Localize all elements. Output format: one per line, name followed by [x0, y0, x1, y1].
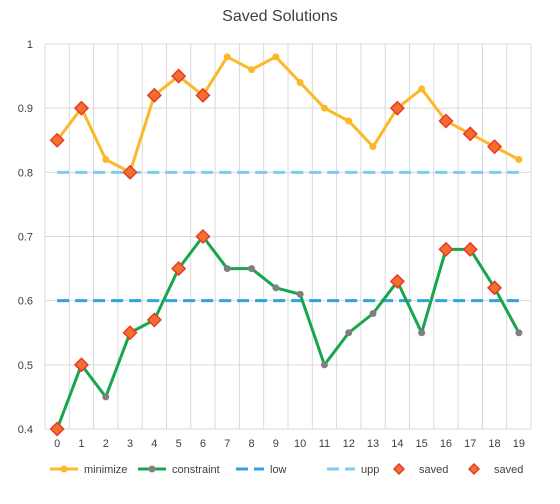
y-tick-label: 0.6 [18, 296, 33, 308]
x-tick-label: 11 [319, 438, 330, 450]
data-point-minimize [418, 85, 426, 93]
data-point-constraint [102, 393, 110, 401]
x-tick-label: 17 [464, 438, 476, 450]
saved-marker [462, 241, 478, 257]
data-point-constraint [223, 265, 231, 273]
series-layer [49, 53, 523, 437]
data-point-constraint [515, 329, 523, 337]
saved-marker [171, 68, 187, 84]
legend-swatch-marker [467, 462, 481, 476]
x-tick-label: 16 [440, 438, 452, 450]
y-tick-label: 1 [27, 39, 33, 51]
x-tick-label: 1 [78, 438, 84, 450]
data-point-constraint [418, 329, 426, 337]
data-point-constraint [320, 361, 328, 369]
data-point-minimize [248, 66, 256, 74]
x-tick-label: 19 [513, 438, 525, 450]
x-tick-label: 4 [151, 438, 157, 450]
x-tick-label: 18 [488, 438, 500, 450]
y-tick-label: 0.5 [18, 360, 33, 372]
y-tick-label: 0.7 [18, 232, 33, 244]
data-point-minimize [223, 53, 231, 61]
legend-swatch-marker [148, 465, 156, 473]
legend-item-low: low [236, 464, 287, 476]
y-tick-label: 0.9 [18, 103, 33, 115]
y-tick-label: 0.4 [18, 424, 33, 436]
saved-marker [49, 132, 65, 148]
legend-item-saved: saved [392, 462, 448, 476]
saved-marker [195, 228, 211, 245]
saved-marker [486, 280, 503, 296]
saved-marker [73, 100, 90, 116]
saved-marker [146, 87, 162, 103]
data-point-constraint [296, 290, 304, 298]
data-point-constraint [369, 310, 377, 317]
data-point-constraint [272, 284, 280, 292]
x-tick-label: 12 [343, 438, 355, 450]
x-tick-label: 8 [248, 438, 254, 450]
legend-label: upp [361, 464, 379, 476]
legend-item-saved: saved [467, 462, 523, 476]
data-point-minimize [102, 156, 110, 163]
saved-marker [171, 261, 187, 277]
axis-layer: 0.40.50.60.70.80.910 1 2 3 4 5 6 7 8 9 10 11 12 13 14 1… [18, 39, 525, 450]
saved-marker [49, 421, 65, 437]
legend-layer: minimize constraint low upp saved saved [50, 462, 523, 476]
x-tick-label: 0 [54, 438, 60, 450]
x-tick-label: 15 [416, 438, 428, 450]
legend-label: constraint [172, 464, 220, 476]
saved-marker [146, 312, 162, 328]
series-line-minimize [55, 55, 520, 174]
legend-item-minimize: minimize [50, 464, 127, 476]
data-point-minimize [369, 143, 377, 151]
x-tick-label: 7 [224, 438, 230, 450]
legend-item-upp: upp [327, 464, 379, 476]
saved-marker [195, 87, 211, 103]
data-point-minimize [515, 156, 523, 163]
legend-label: low [270, 464, 287, 476]
data-point-minimize [345, 117, 353, 125]
saved-marker [462, 126, 478, 142]
legend-label: saved [419, 464, 448, 476]
data-point-minimize [272, 53, 280, 61]
y-tick-label: 0.8 [18, 167, 33, 179]
x-tick-label: 10 [294, 438, 306, 450]
x-tick-label: 13 [367, 438, 379, 450]
x-tick-label: 3 [127, 438, 133, 450]
saved-marker [438, 241, 454, 257]
saved-marker [122, 325, 138, 341]
x-tick-label: 9 [273, 438, 279, 450]
legend-item-constraint: constraint [138, 464, 220, 476]
data-point-minimize [320, 104, 328, 112]
legend-swatch-marker [392, 462, 406, 476]
saved-marker [486, 139, 503, 155]
x-tick-label: 14 [391, 438, 403, 450]
data-point-constraint [345, 329, 353, 337]
saved-marker [73, 357, 90, 373]
x-tick-label: 5 [176, 438, 182, 450]
legend-label: minimize [84, 464, 127, 476]
saved-marker [389, 100, 405, 116]
legend-label: saved [494, 464, 523, 476]
data-point-constraint [248, 265, 256, 273]
chart-title: Saved Solutions [222, 8, 338, 25]
data-point-minimize [296, 79, 304, 86]
x-tick-label: 2 [103, 438, 109, 450]
saved-marker [122, 164, 138, 180]
grid-layer [44, 43, 532, 430]
saved-marker [389, 273, 405, 289]
x-tick-label: 6 [200, 438, 206, 450]
legend-swatch-marker [60, 465, 68, 473]
saved-marker [438, 113, 454, 129]
